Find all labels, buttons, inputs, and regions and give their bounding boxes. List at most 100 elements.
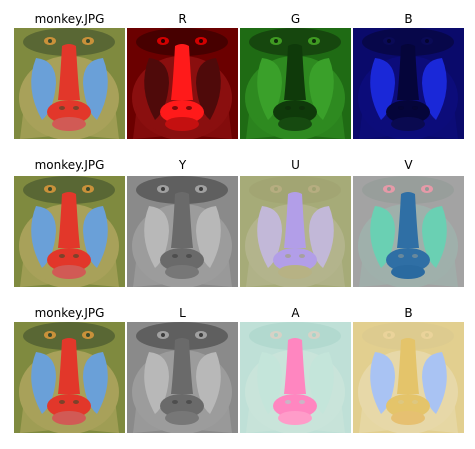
panel-title: B: [404, 306, 413, 320]
nose-bridge: [171, 192, 193, 248]
mouth: [278, 265, 312, 279]
channel-image-red: [127, 28, 238, 139]
right-pupil: [199, 39, 203, 43]
right-beard: [85, 254, 119, 287]
right-cheek: [83, 206, 108, 268]
left-beard: [133, 106, 167, 139]
panel-title: monkey.JPG: [34, 306, 105, 320]
channel-image-rgb: [14, 322, 125, 433]
left-pupil: [274, 187, 278, 191]
brow: [136, 176, 228, 204]
left-nostril: [285, 400, 291, 404]
right-nostril: [186, 106, 192, 110]
right-pupil: [86, 187, 90, 191]
snout: [160, 394, 204, 418]
left-cheek: [31, 206, 56, 268]
nose-bridge: [171, 338, 193, 394]
right-cheek: [422, 58, 447, 120]
left-cheek: [257, 58, 282, 120]
panel-title: Y: [178, 158, 187, 172]
brow: [136, 28, 228, 56]
channel-image-a: [240, 322, 351, 433]
right-nostril: [186, 400, 192, 404]
mouth: [52, 117, 86, 131]
left-cheek: [370, 352, 395, 414]
nose-bridge: [58, 338, 80, 394]
right-beard: [198, 400, 232, 433]
panel-title: B: [404, 12, 413, 26]
brow: [249, 322, 341, 350]
nose-bridge: [284, 44, 306, 100]
left-beard: [133, 400, 167, 433]
left-cheek: [370, 58, 395, 120]
left-nostril: [172, 400, 178, 404]
panel-title: monkey.JPG: [34, 12, 105, 26]
left-cheek: [144, 206, 169, 268]
channel-image-gray: [127, 176, 238, 287]
mouth: [391, 411, 425, 425]
left-beard: [20, 400, 54, 433]
right-cheek: [196, 58, 221, 120]
panel-title: A: [291, 306, 300, 320]
left-cheek: [31, 58, 56, 120]
mouth: [391, 265, 425, 279]
left-cheek: [144, 352, 169, 414]
brow: [249, 28, 341, 56]
right-pupil: [312, 187, 316, 191]
panel-title: U: [291, 158, 300, 172]
left-pupil: [387, 187, 391, 191]
mouth: [165, 265, 199, 279]
panel-title: R: [178, 12, 187, 26]
snout: [47, 248, 91, 272]
snout: [47, 100, 91, 124]
left-pupil: [48, 39, 52, 43]
nose-bridge: [171, 44, 193, 100]
right-pupil: [425, 39, 429, 43]
brow: [23, 28, 115, 56]
left-pupil: [274, 39, 278, 43]
left-beard: [359, 254, 393, 287]
right-nostril: [412, 400, 418, 404]
left-nostril: [59, 106, 65, 110]
nose-bridge: [58, 192, 80, 248]
mouth: [52, 411, 86, 425]
nose-bridge: [397, 192, 419, 248]
nose-bridge: [58, 44, 80, 100]
right-beard: [424, 106, 458, 139]
left-nostril: [172, 106, 178, 110]
channel-image-u: [240, 176, 351, 287]
nose-bridge: [397, 44, 419, 100]
left-pupil: [387, 39, 391, 43]
right-pupil: [86, 39, 90, 43]
brow: [249, 176, 341, 204]
right-nostril: [73, 106, 79, 110]
right-nostril: [299, 400, 305, 404]
panel-title: G: [290, 12, 301, 26]
brow: [362, 176, 454, 204]
mouth: [278, 117, 312, 131]
right-beard: [85, 106, 119, 139]
nose-bridge: [284, 338, 306, 394]
channel-image-rgb: [14, 176, 125, 287]
right-cheek: [83, 352, 108, 414]
channel-image-blue: [353, 28, 464, 139]
right-nostril: [73, 400, 79, 404]
channel-image-green: [240, 28, 351, 139]
left-pupil: [161, 187, 165, 191]
panel-title: L: [179, 306, 186, 320]
snout: [273, 248, 317, 272]
right-nostril: [186, 254, 192, 258]
left-beard: [359, 106, 393, 139]
panel-title: V: [404, 158, 413, 172]
right-cheek: [309, 206, 334, 268]
left-pupil: [161, 39, 165, 43]
mouth: [52, 265, 86, 279]
left-cheek: [370, 206, 395, 268]
left-beard: [246, 106, 280, 139]
right-beard: [198, 254, 232, 287]
right-cheek: [422, 206, 447, 268]
left-beard: [359, 400, 393, 433]
left-nostril: [285, 254, 291, 258]
left-pupil: [274, 333, 278, 337]
left-pupil: [161, 333, 165, 337]
